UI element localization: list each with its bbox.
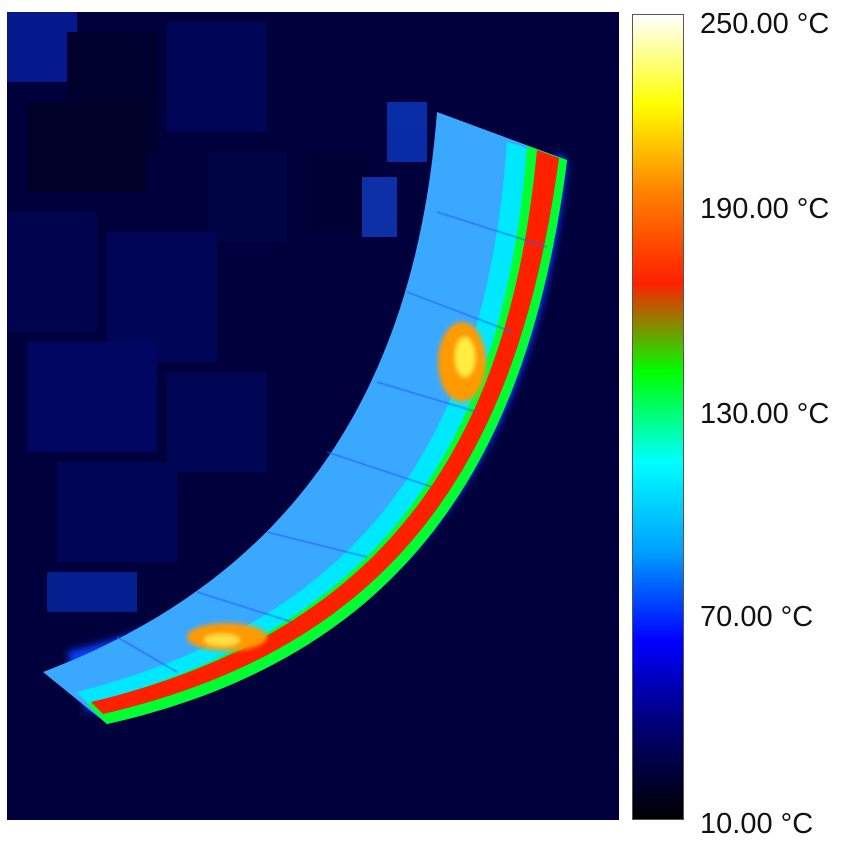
band-seams [116,211,548,673]
curved-band [43,112,567,724]
wall-tiles [7,12,427,612]
colorbar-tick-190: 190.00 °C [700,193,830,225]
hot-spots [187,322,486,651]
colorbar-tick-max: 250.00 °C [700,8,830,40]
band-hot-stripe [91,150,559,714]
colorbar-tick-min: 10.00 °C [700,808,814,840]
colorbar-tick-70: 70.00 °C [700,601,814,633]
colorbar-tick-130: 130.00 °C [700,398,830,430]
temperature-colorbar [632,14,684,820]
thermal-image [7,12,619,820]
thermal-image-canvas [7,12,619,820]
